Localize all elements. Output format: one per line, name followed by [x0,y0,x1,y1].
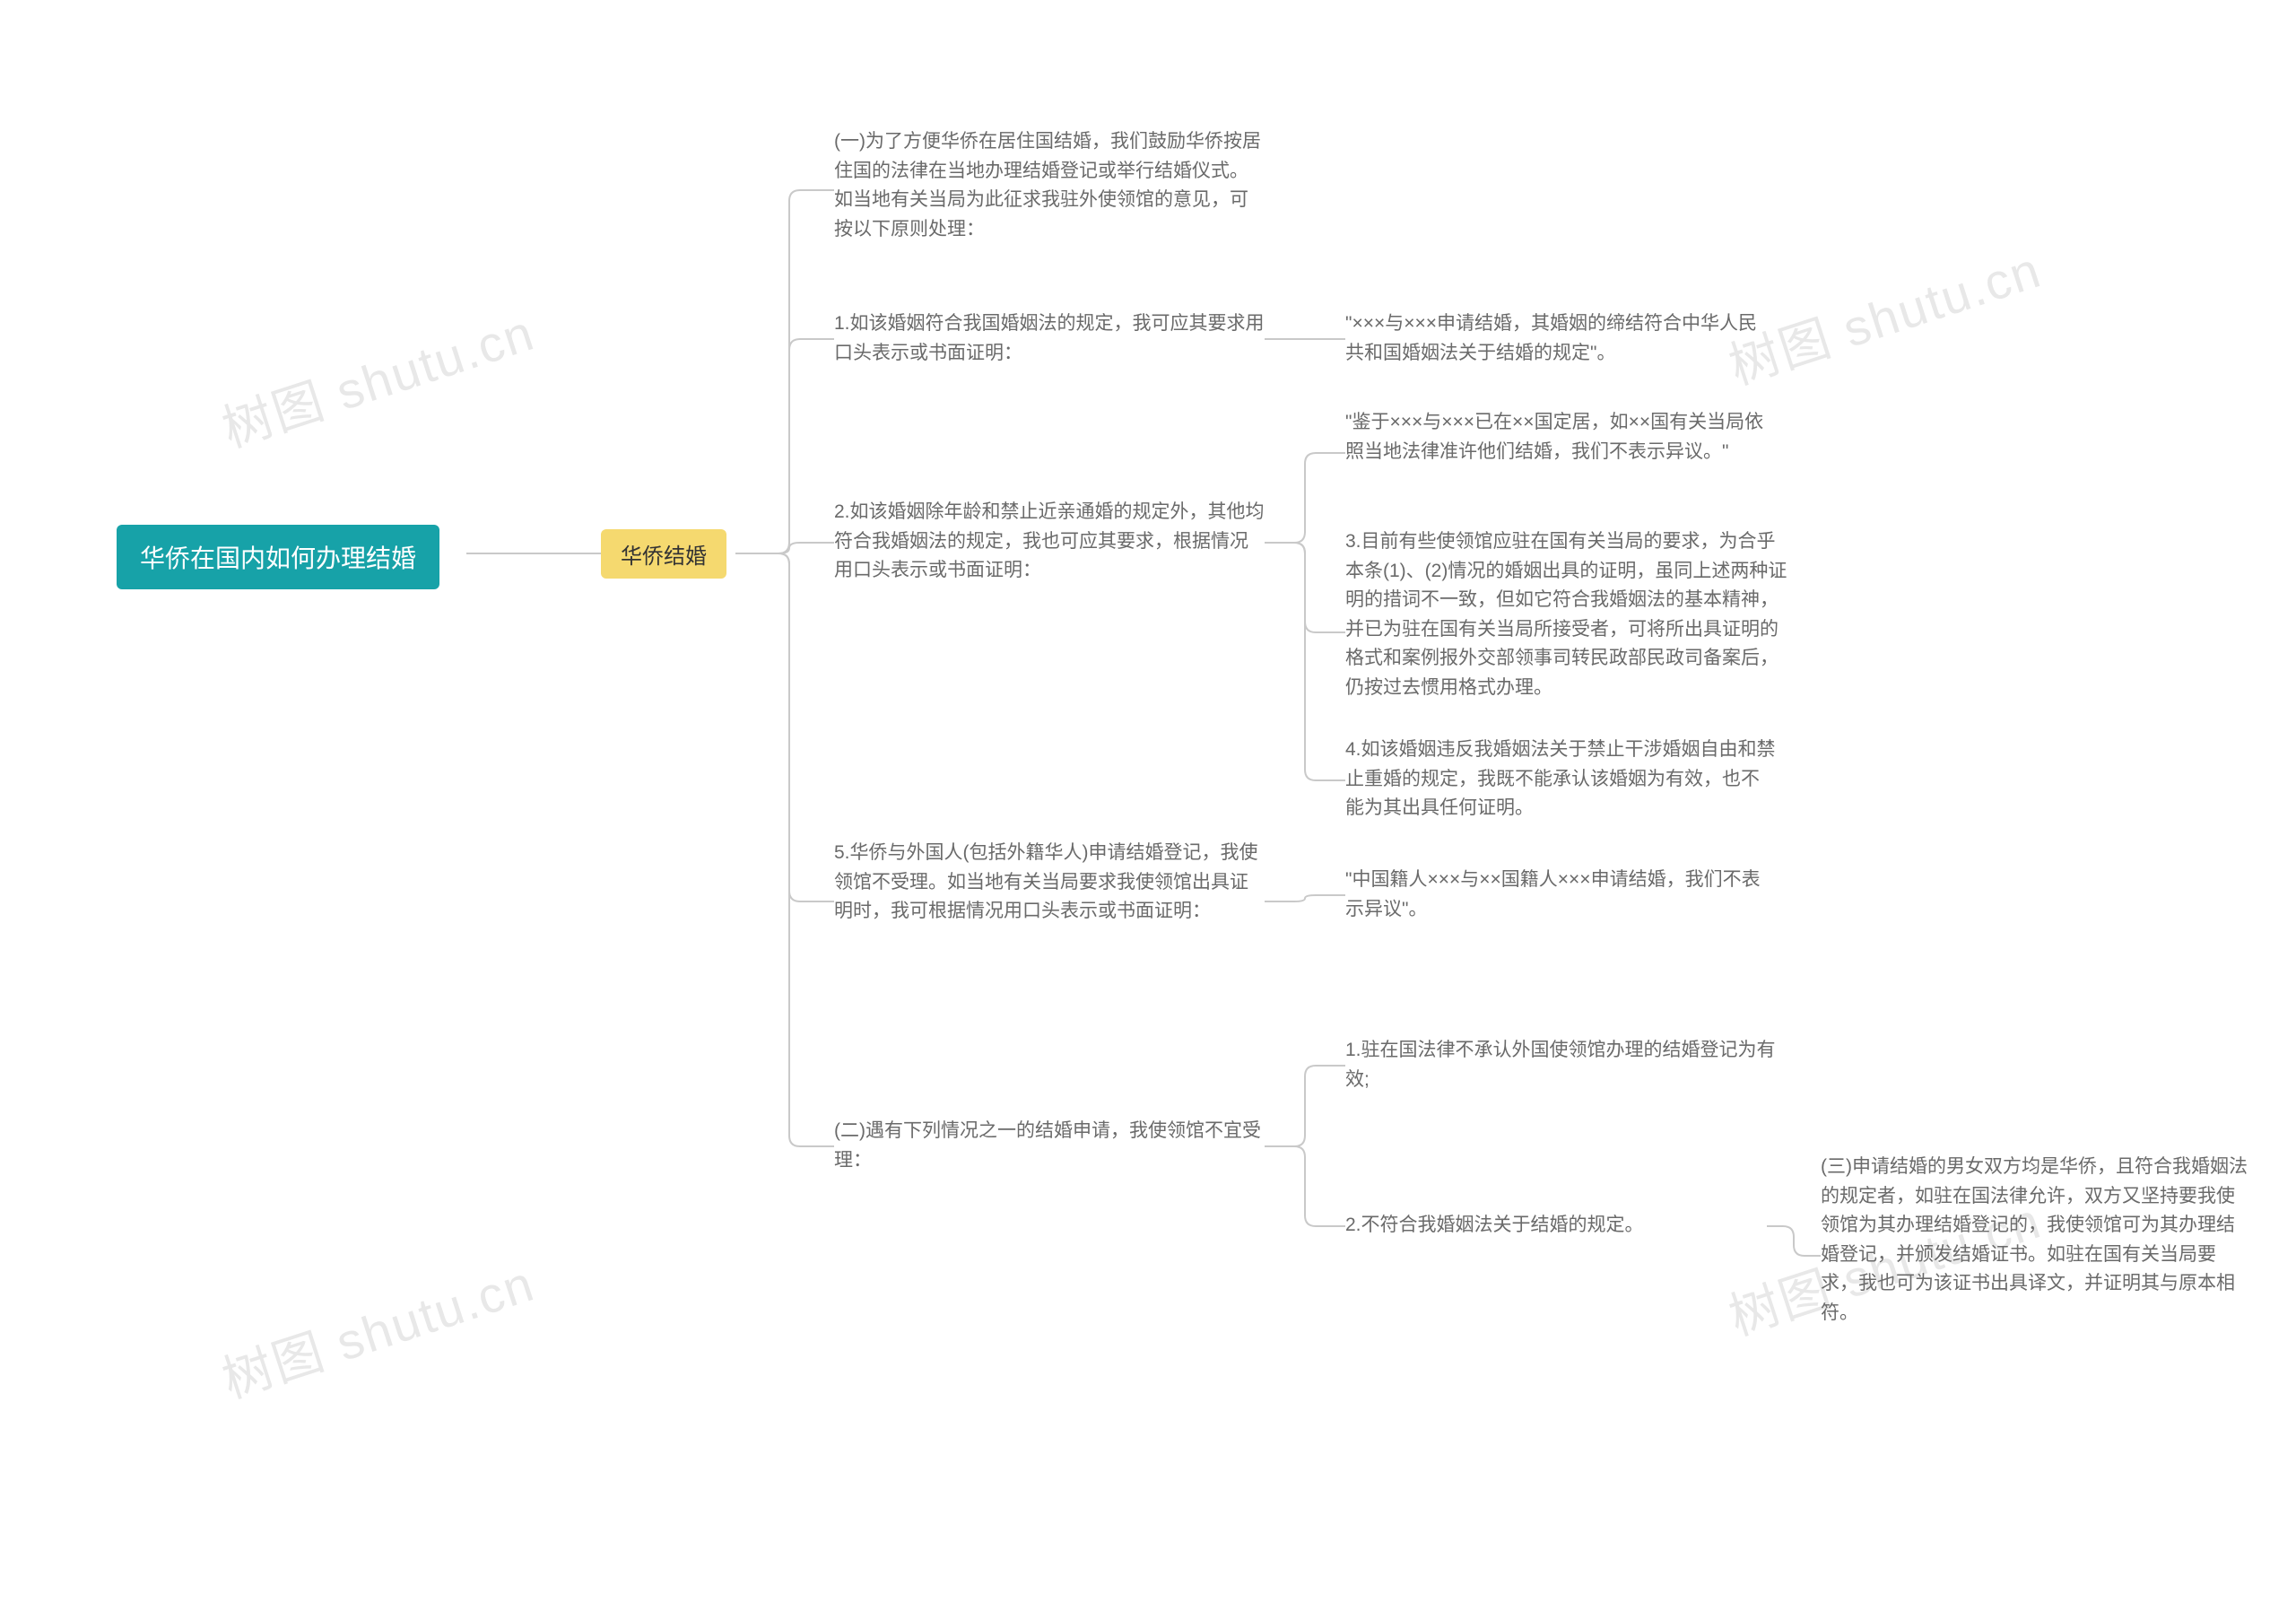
watermark: 树图 shutu.cn [212,292,543,462]
leaf-node[interactable]: 4.如该婚姻违反我婚姻法关于禁止干涉婚姻自由和禁止重婚的规定，我既不能承认该婚姻… [1345,736,1776,823]
leaf-node[interactable]: 2.不符合我婚姻法关于结婚的规定。 [1345,1211,1644,1241]
leaf-node[interactable]: (二)遇有下列情况之一的结婚申请，我使领馆不宜受理： [834,1117,1265,1175]
branch-node[interactable]: 华侨结婚 [601,529,726,579]
leaf-node[interactable]: "鉴于×××与×××已在××国定居，如××国有关当局依照当地法律准许他们结婚，我… [1345,408,1776,466]
leaf-node[interactable]: 3.目前有些使领馆应驻在国有关当局的要求，为合乎本条(1)、(2)情况的婚姻出具… [1345,527,1794,702]
leaf-node[interactable]: (三)申请结婚的男女双方均是华侨，且符合我婚姻法的规定者，如驻在国法律允许，双方… [1821,1153,2251,1328]
watermark: 树图 shutu.cn [212,1243,543,1413]
leaf-node[interactable]: 2.如该婚姻除年龄和禁止近亲通婚的规定外，其他均符合我婚姻法的规定，我也可应其要… [834,498,1265,586]
leaf-node[interactable]: 1.驻在国法律不承认外国使领馆办理的结婚登记为有效; [1345,1036,1776,1094]
leaf-node[interactable]: (一)为了方便华侨在居住国结婚，我们鼓励华侨按居住国的法律在当地办理结婚登记或举… [834,127,1265,244]
leaf-node[interactable]: 1.如该婚姻符合我国婚姻法的规定，我可应其要求用口头表示或书面证明： [834,309,1265,368]
leaf-node[interactable]: "×××与×××申请结婚，其婚姻的缔结符合中华人民共和国婚姻法关于结婚的规定"。 [1345,309,1776,368]
mindmap-canvas: 树图 shutu.cn 树图 shutu.cn 树图 shutu.cn 树图 s… [0,0,2296,1611]
root-node[interactable]: 华侨在国内如何办理结婚 [117,525,439,589]
leaf-node[interactable]: "中国籍人×××与××国籍人×××申请结婚，我们不表示异议"。 [1345,866,1776,924]
leaf-node[interactable]: 5.华侨与外国人(包括外籍华人)申请结婚登记，我使领馆不受理。如当地有关当局要求… [834,839,1265,927]
